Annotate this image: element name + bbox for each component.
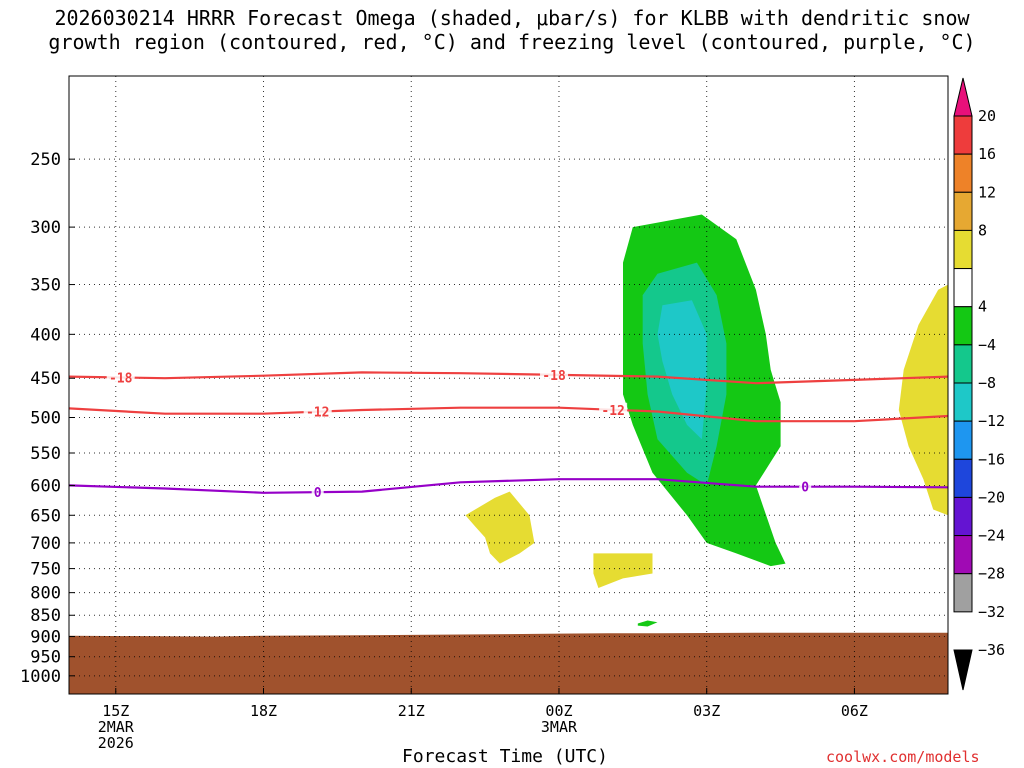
y-tick-label-550: 550 xyxy=(30,444,61,464)
y-tick-label-750: 750 xyxy=(30,560,61,580)
plot-frame xyxy=(68,75,949,695)
contour-label-bg-dendritic-minus-12-1 xyxy=(599,402,628,417)
colorbar-label-4: 4 xyxy=(978,298,987,316)
colorbar-bin-1 xyxy=(953,115,973,155)
y-tick-label-800: 800 xyxy=(30,584,61,604)
colorbar-label-13: −36 xyxy=(978,641,1005,659)
omega-shading-layer xyxy=(465,214,948,627)
x-tick-date-15Z: 2MAR xyxy=(98,718,135,736)
y-tick-label-650: 650 xyxy=(30,506,61,526)
x-tick-label-15Z: 15Z xyxy=(102,702,129,720)
colorbar-label-1: 16 xyxy=(978,145,996,163)
colorbar: 20 16 12 8 4 −4 −8 −12 −16 −20 −24 −28 −32 −36 xyxy=(953,77,1005,691)
y-tick-label-1000: 1000 xyxy=(20,667,61,687)
contour-label-bg-freezing-level-0-0 xyxy=(311,485,324,500)
contour-label-freezing-level-0-0: 0 xyxy=(314,486,322,501)
x-tick-year-15Z: 2026 xyxy=(98,734,134,752)
colorbar-label-7: −12 xyxy=(978,412,1005,430)
colorbar-label-10: −24 xyxy=(978,527,1005,545)
colorbar-label-8: −16 xyxy=(978,450,1005,468)
y-tick-label-400: 400 xyxy=(30,325,61,345)
contour-layer: -18 -18 -12 -12 0 0 xyxy=(69,367,948,501)
y-tick-label-250: 250 xyxy=(30,150,61,170)
contour-line-dendritic-minus-12 xyxy=(69,406,948,423)
colorbar-label-3: 8 xyxy=(978,221,987,239)
y-tick-label-900: 900 xyxy=(30,628,61,648)
colorbar-bottom-arrow xyxy=(953,649,973,691)
colorbar-bin-3 xyxy=(953,191,973,231)
colorbar-label-2: 12 xyxy=(978,183,996,201)
grid-layer xyxy=(69,76,948,694)
colorbar-bin-10 xyxy=(953,458,973,498)
credit-link[interactable]: coolwx.com/models xyxy=(826,748,980,766)
chart-title: 2026030214 HRRR Forecast Omega (shaded, … xyxy=(0,6,1024,54)
colorbar-bin-4 xyxy=(953,229,973,270)
chart-title-line-1: 2026030214 HRRR Forecast Omega (shaded, … xyxy=(54,6,970,30)
colorbar-bin-8 xyxy=(953,382,973,422)
colorbar-bin-13 xyxy=(953,573,973,613)
contour-label-bg-dendritic-minus-18-1 xyxy=(540,367,569,382)
colorbar-label-9: −20 xyxy=(978,488,1005,506)
colorbar-label-12: −32 xyxy=(978,603,1005,621)
omega-region-descent-cell-1 xyxy=(465,491,535,564)
x-tick-date-00Z: 3MAR xyxy=(541,718,578,736)
omega-region-ascent-small-cell xyxy=(637,620,658,627)
y-tick-label-500: 500 xyxy=(30,408,61,428)
y-tick-label-850: 850 xyxy=(30,606,61,626)
x-tick-label-06Z: 06Z xyxy=(841,702,868,720)
contour-label-bg-dendritic-minus-18-0 xyxy=(106,370,135,385)
omega-region-descent-cell-2 xyxy=(593,553,653,588)
y-tick-label-350: 350 xyxy=(30,276,61,296)
x-tick-label-03Z: 03Z xyxy=(693,702,720,720)
x-tick-label-18Z: 18Z xyxy=(250,702,277,720)
colorbar-label-5: −4 xyxy=(978,336,996,354)
x-tick-label-00Z: 00Z xyxy=(545,702,572,720)
contour-label-dendritic-minus-18-0: -18 xyxy=(109,371,133,386)
contour-label-bg-dendritic-minus-12-0 xyxy=(303,404,332,419)
colorbar-top-arrow xyxy=(953,77,973,117)
contour-label-dendritic-minus-18-1: -18 xyxy=(542,369,566,384)
contour-label-freezing-level-0-1: 0 xyxy=(801,481,809,496)
contour-label-dendritic-minus-12-1: -12 xyxy=(601,404,624,419)
terrain-fill xyxy=(69,632,948,694)
y-tick-label-950: 950 xyxy=(30,648,61,668)
y-tick-label-450: 450 xyxy=(30,369,61,389)
colorbar-bin-5 xyxy=(953,268,973,308)
y-tick-label-600: 600 xyxy=(30,476,61,496)
contour-label-dendritic-minus-12-0: -12 xyxy=(306,406,329,421)
contour-label-bg-freezing-level-0-1 xyxy=(799,479,812,494)
colorbar-bin-2 xyxy=(953,153,973,193)
x-tick-label-21Z: 21Z xyxy=(398,702,425,720)
colorbar-bin-11 xyxy=(953,496,973,537)
y-tick-label-300: 300 xyxy=(30,218,61,238)
x-axis-title: Forecast Time (UTC) xyxy=(402,746,608,767)
contour-line-freezing-level-0 xyxy=(69,478,948,494)
omega-region-descent-right-edge xyxy=(898,284,948,516)
colorbar-label-6: −8 xyxy=(978,374,996,392)
colorbar-bin-9 xyxy=(953,420,973,460)
y-axis: 2503003504004505005506006507007508008509… xyxy=(20,150,75,687)
colorbar-bin-6 xyxy=(953,306,973,346)
chart-title-line-2: growth region (contoured, red, °C) and f… xyxy=(48,30,976,54)
colorbar-bin-12 xyxy=(953,535,973,575)
omega-region-ascent-core xyxy=(657,300,707,440)
colorbar-label-0: 20 xyxy=(978,107,996,125)
colorbar-label-11: −28 xyxy=(978,565,1005,583)
colorbar-bin-7 xyxy=(953,344,973,384)
terrain-layer xyxy=(69,632,948,694)
y-tick-label-700: 700 xyxy=(30,534,61,554)
contour-line-dendritic-minus-18 xyxy=(69,371,948,385)
